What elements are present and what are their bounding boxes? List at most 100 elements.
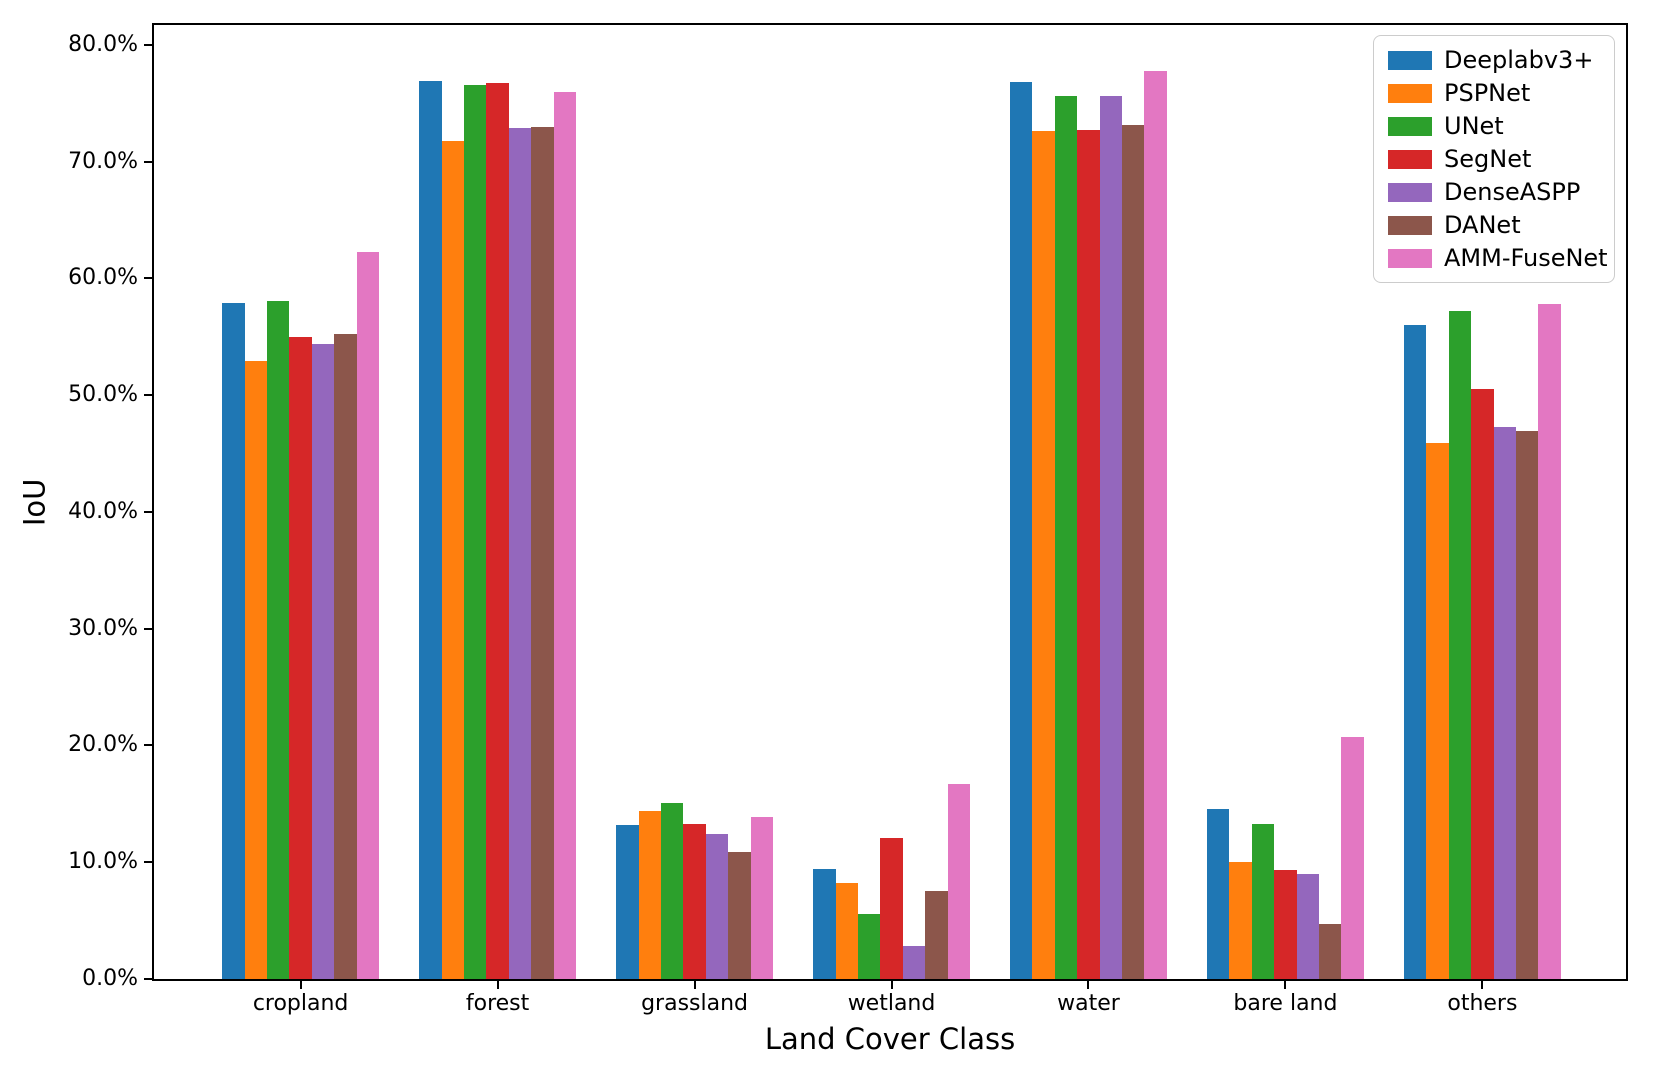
y-tick-mark <box>144 744 154 747</box>
bar-wetland-PSPNet <box>835 883 858 979</box>
legend-swatch-icon <box>1388 215 1432 235</box>
legend-swatch-icon <box>1388 116 1432 136</box>
legend-swatch-icon <box>1388 149 1432 169</box>
bar-bare-land-Deeplabv3+ <box>1207 808 1230 979</box>
legend-item-PSPNet: PSPNet <box>1388 81 1600 105</box>
legend-label: DenseASPP <box>1444 178 1581 206</box>
legend-swatch-icon <box>1388 83 1432 103</box>
bar-others-UNet <box>1448 311 1472 979</box>
bar-bare-land-DenseASPP <box>1296 873 1320 979</box>
x-tick-mark <box>1087 979 1090 989</box>
bar-water-DenseASPP <box>1099 96 1123 979</box>
bar-wetland-SegNet <box>880 837 903 979</box>
y-tick-mark <box>144 510 154 513</box>
legend-label: PSPNet <box>1444 79 1531 107</box>
bar-cropland-DANet <box>334 334 357 979</box>
x-tick-mark <box>693 979 696 989</box>
legend-swatch-icon <box>1388 248 1432 268</box>
x-tick-label: forest <box>465 991 530 1016</box>
legend-item-SegNet: SegNet <box>1388 147 1600 171</box>
bar-water-UNet <box>1054 96 1078 979</box>
legend-item-DenseASPP: DenseASPP <box>1388 180 1600 204</box>
y-axis-title: IoU <box>17 478 52 527</box>
bar-grassland-AMM-FuseNet <box>750 816 773 979</box>
bar-forest-AMM-FuseNet <box>553 91 576 979</box>
bar-others-AMM-FuseNet <box>1538 304 1561 979</box>
bar-cropland-AMM-FuseNet <box>356 251 379 979</box>
bar-cropland-DenseASPP <box>311 343 335 979</box>
bar-wetland-DenseASPP <box>902 946 926 979</box>
x-tick-mark <box>890 979 893 989</box>
bar-forest-PSPNet <box>441 140 464 979</box>
bar-forest-DANet <box>531 126 554 979</box>
bar-forest-Deeplabv3+ <box>419 81 442 979</box>
bar-wetland-DANet <box>925 891 948 979</box>
bar-others-DenseASPP <box>1493 426 1516 979</box>
legend-label: SegNet <box>1444 145 1532 173</box>
y-tick-mark <box>144 978 154 980</box>
y-tick-label: 60.0% <box>68 265 138 291</box>
y-tick-mark <box>144 861 154 864</box>
y-tick-label: 10.0% <box>68 849 138 875</box>
y-tick-mark <box>144 627 154 630</box>
y-tick-label: 70.0% <box>68 148 138 174</box>
y-tick-label: 50.0% <box>68 382 138 408</box>
bar-forest-UNet <box>463 84 487 979</box>
bar-grassland-DenseASPP <box>705 834 729 979</box>
bar-water-SegNet <box>1077 130 1100 979</box>
bar-others-Deeplabv3+ <box>1404 325 1427 979</box>
bar-others-DANet <box>1516 431 1539 979</box>
legend-item-DANet: DANet <box>1388 213 1600 237</box>
bar-wetland-Deeplabv3+ <box>813 869 836 979</box>
legend-item-AMM-FuseNet: AMM-FuseNet <box>1388 246 1608 270</box>
legend-label: Deeplabv3+ <box>1444 46 1594 74</box>
x-tick-label: cropland <box>252 991 349 1016</box>
legend: Deeplabv3+ PSPNet UNet SegNet DenseASPP DANet… <box>1373 35 1615 283</box>
bar-bare-land-AMM-FuseNet <box>1341 737 1364 979</box>
x-tick-mark <box>1481 979 1484 989</box>
bar-grassland-UNet <box>660 802 684 979</box>
legend-swatch-icon <box>1388 182 1432 202</box>
bar-bare-land-PSPNet <box>1229 862 1252 979</box>
bar-wetland-UNet <box>857 913 881 979</box>
bar-cropland-SegNet <box>289 336 312 979</box>
y-tick-mark <box>144 160 154 163</box>
y-tick-label: 20.0% <box>68 732 138 758</box>
bar-forest-DenseASPP <box>508 127 532 979</box>
y-tick-label: 40.0% <box>68 498 138 524</box>
x-tick-label: wetland <box>847 991 936 1016</box>
bar-bare-land-UNet <box>1251 823 1275 979</box>
bar-others-SegNet <box>1471 389 1494 979</box>
y-tick-mark <box>144 43 154 46</box>
x-tick-mark <box>496 979 499 989</box>
bar-cropland-UNet <box>267 300 290 979</box>
x-tick-label: others <box>1447 991 1518 1016</box>
bar-grassland-SegNet <box>683 823 706 979</box>
y-tick-label: 0.0% <box>82 966 138 991</box>
y-tick-label: 30.0% <box>68 615 138 641</box>
bar-bare-land-SegNet <box>1274 870 1297 979</box>
bar-cropland-Deeplabv3+ <box>222 302 245 979</box>
bar-forest-SegNet <box>486 83 509 979</box>
y-tick-mark <box>144 277 154 280</box>
legend-label: AMM-FuseNet <box>1444 244 1608 272</box>
legend-swatch-icon <box>1388 50 1432 70</box>
bar-bare-land-DANet <box>1319 924 1342 979</box>
legend-item-UNet: UNet <box>1388 114 1600 138</box>
bar-water-PSPNet <box>1032 131 1055 979</box>
x-tick-mark <box>299 979 302 989</box>
bar-grassland-Deeplabv3+ <box>616 824 639 979</box>
bar-water-AMM-FuseNet <box>1144 70 1167 979</box>
bar-water-DANet <box>1122 125 1145 979</box>
bar-grassland-PSPNet <box>638 810 661 979</box>
bar-others-PSPNet <box>1426 443 1449 979</box>
legend-label: DANet <box>1444 211 1521 239</box>
legend-item-Deeplabv3+: Deeplabv3+ <box>1388 48 1600 72</box>
y-tick-label: 80.0% <box>68 31 138 57</box>
bar-wetland-AMM-FuseNet <box>947 784 970 979</box>
bar-water-Deeplabv3+ <box>1010 82 1033 979</box>
bar-grassland-DANet <box>728 851 751 979</box>
x-axis-title: Land Cover Class <box>764 1022 1016 1056</box>
x-tick-label: bare land <box>1233 991 1338 1016</box>
